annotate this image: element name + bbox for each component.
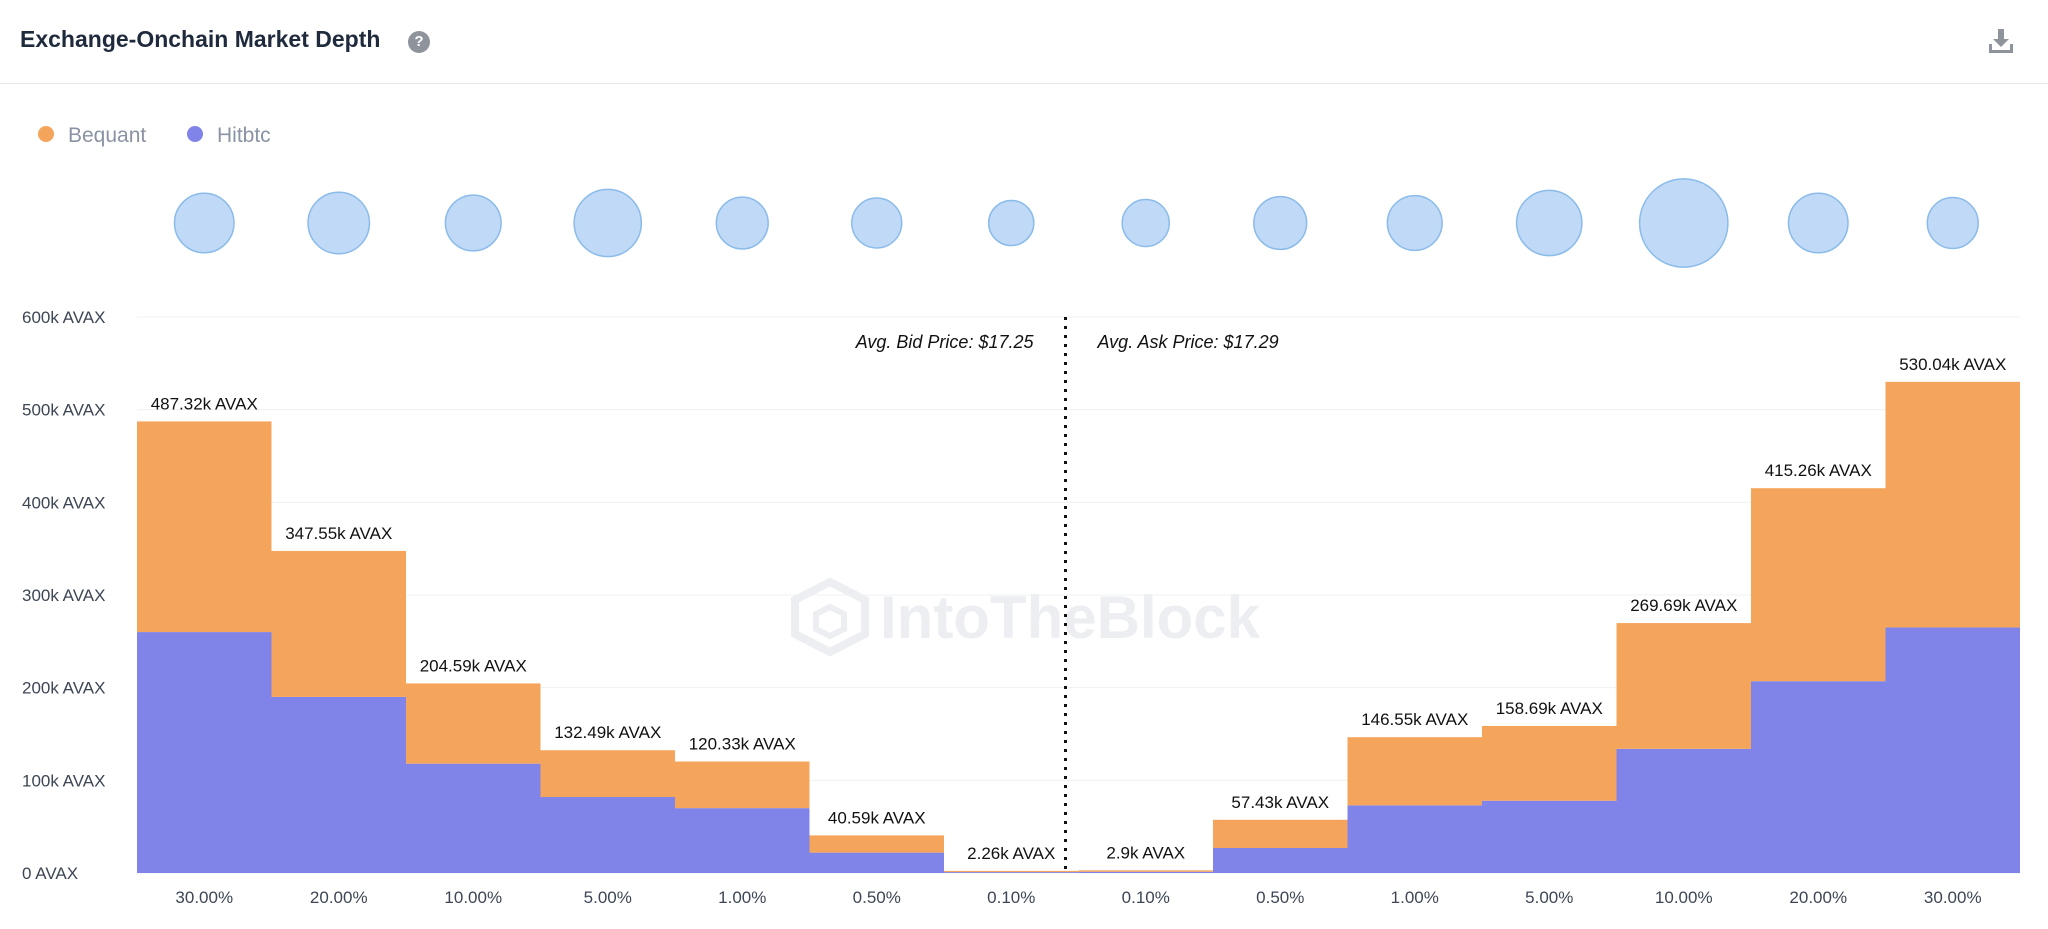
x-tick-label: 10.00% — [444, 888, 502, 907]
watermark-logo-icon — [791, 577, 869, 657]
market-depth-chart: IntoTheBlock 0 AVAX 100k AVAX 200k AVAX 300… — [22, 178, 2021, 907]
chart-header: Exchange-Onchain Market Depth ? — [0, 0, 2048, 84]
bar-hitbtc[interactable] — [1616, 748, 1752, 873]
watermark-text: IntoTheBlock — [880, 584, 1261, 651]
watermark: IntoTheBlock — [791, 577, 1261, 657]
bar-hitbtc[interactable] — [1482, 800, 1617, 873]
x-tick-label: 20.00% — [1789, 888, 1847, 907]
bar-total-label: 530.04k AVAX — [1899, 355, 2006, 374]
bar-bequant[interactable] — [406, 683, 541, 764]
x-tick-label: 0.50% — [853, 888, 901, 907]
depth-bubble[interactable] — [1121, 198, 1171, 248]
y-tick-label: 100k AVAX — [22, 771, 105, 790]
bar-bequant[interactable] — [271, 550, 407, 697]
x-tick-label: 1.00% — [718, 888, 766, 907]
bar-total-label: 415.26k AVAX — [1765, 461, 1872, 480]
bar-bequant[interactable] — [944, 870, 1079, 873]
bar-bequant[interactable] — [809, 835, 945, 853]
bar-bequant[interactable] — [137, 421, 272, 633]
bar-total-label: 57.43k AVAX — [1231, 793, 1329, 812]
y-tick-label: 200k AVAX — [22, 679, 105, 698]
bar-total-label: 269.69k AVAX — [1630, 596, 1737, 615]
depth-bubble[interactable] — [1515, 189, 1583, 257]
x-tick-label: 0.50% — [1256, 888, 1304, 907]
bar-series — [137, 381, 2021, 873]
legend-label-hitbtc: Hitbtc — [217, 124, 271, 147]
bar-total-label: 2.26k AVAX — [967, 844, 1055, 863]
avg-ask-price-label: Avg. Ask Price: $17.29 — [1097, 332, 1279, 352]
y-axis: 0 AVAX 100k AVAX 200k AVAX 300k AVAX 400k AV… — [22, 308, 105, 883]
bar-hitbtc[interactable] — [675, 808, 810, 873]
bar-hitbtc[interactable] — [406, 763, 541, 873]
depth-bubble[interactable] — [444, 194, 502, 252]
y-tick-label: 600k AVAX — [22, 308, 105, 327]
bar-labels: 487.32k AVAX 347.55k AVAX 204.59k AVAX 132.… — [151, 355, 2007, 863]
y-tick-label: 300k AVAX — [22, 586, 105, 605]
bubble-row — [173, 178, 1979, 268]
bar-hitbtc[interactable] — [1213, 847, 1348, 873]
depth-bubble[interactable] — [307, 191, 371, 255]
bar-total-label: 120.33k AVAX — [689, 734, 796, 753]
page-title: Exchange-Onchain Market Depth — [20, 26, 381, 52]
x-tick-label: 1.00% — [1391, 888, 1439, 907]
bar-bequant[interactable] — [1482, 725, 1617, 801]
bar-total-label: 487.32k AVAX — [151, 394, 258, 413]
bar-hitbtc[interactable] — [1347, 805, 1483, 873]
bar-hitbtc[interactable] — [809, 852, 945, 873]
legend-item-hitbtc[interactable]: Hitbtc — [187, 124, 271, 148]
bar-bequant[interactable] — [540, 750, 676, 798]
bar-hitbtc[interactable] — [1885, 627, 2021, 873]
avg-bid-price-label: Avg. Bid Price: $17.25 — [855, 332, 1035, 352]
x-tick-label: 0.10% — [1122, 888, 1170, 907]
x-tick-label: 0.10% — [987, 888, 1035, 907]
legend-item-bequant[interactable]: Bequant — [38, 124, 146, 148]
bar-total-label: 158.69k AVAX — [1496, 699, 1603, 718]
bar-hitbtc[interactable] — [137, 632, 272, 873]
bar-total-label: 40.59k AVAX — [828, 808, 926, 827]
x-tick-label: 30.00% — [1924, 888, 1982, 907]
bar-hitbtc[interactable] — [1751, 681, 1886, 873]
bar-bequant[interactable] — [1347, 737, 1483, 806]
bar-bequant[interactable] — [1616, 623, 1752, 749]
bar-bequant[interactable] — [1751, 488, 1886, 682]
bar-hitbtc[interactable] — [944, 872, 1079, 873]
bar-bequant[interactable] — [1885, 381, 2021, 628]
depth-bubble[interactable] — [1253, 195, 1308, 251]
depth-bubble[interactable] — [1638, 178, 1729, 268]
legend-dot-hitbtc — [187, 126, 203, 143]
bar-hitbtc[interactable] — [1078, 871, 1214, 873]
x-tick-label: 20.00% — [310, 888, 368, 907]
bar-total-label: 204.59k AVAX — [420, 656, 527, 675]
depth-bubble[interactable] — [851, 197, 903, 249]
bar-bequant[interactable] — [1213, 819, 1348, 848]
y-tick-label: 500k AVAX — [22, 401, 105, 420]
depth-bubble[interactable] — [1386, 194, 1443, 252]
legend-label-bequant: Bequant — [68, 124, 147, 147]
depth-bubble[interactable] — [573, 188, 643, 258]
depth-bubble[interactable] — [1787, 192, 1849, 254]
y-tick-label: 0 AVAX — [22, 864, 78, 883]
help-icon[interactable]: ? — [408, 31, 430, 53]
bar-hitbtc[interactable] — [540, 797, 676, 873]
depth-bubble[interactable] — [173, 192, 235, 254]
x-tick-label: 30.00% — [175, 888, 233, 907]
bar-total-label: 146.55k AVAX — [1361, 710, 1468, 729]
x-tick-label: 10.00% — [1655, 888, 1713, 907]
download-icon[interactable] — [1986, 26, 2016, 56]
bar-bequant[interactable] — [1078, 870, 1214, 872]
bar-total-label: 132.49k AVAX — [554, 723, 661, 742]
x-axis: 30.00% 20.00% 10.00% 5.00% 1.00% 0.50% 0.10% 0.… — [175, 888, 1981, 907]
depth-bubble[interactable] — [987, 199, 1035, 247]
bar-total-label: 2.9k AVAX — [1106, 843, 1185, 862]
bar-total-label: 347.55k AVAX — [285, 524, 392, 543]
x-tick-label: 5.00% — [1525, 888, 1573, 907]
bar-hitbtc[interactable] — [271, 696, 407, 873]
depth-bubble[interactable] — [715, 196, 769, 250]
y-tick-label: 400k AVAX — [22, 493, 105, 512]
depth-bubble[interactable] — [1926, 196, 1979, 250]
legend-dot-bequant — [38, 126, 54, 143]
bar-bequant[interactable] — [675, 761, 810, 809]
x-tick-label: 5.00% — [584, 888, 632, 907]
